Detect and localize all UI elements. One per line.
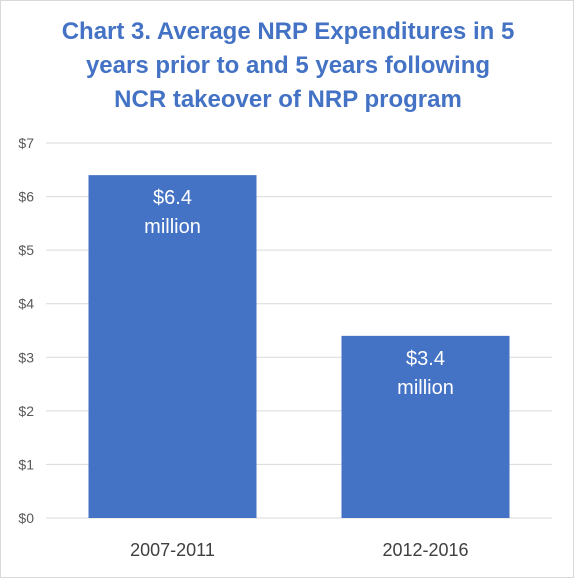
bar [88,175,257,518]
y-tick-label: $5 [18,242,34,258]
data-label-value: $6.4 [153,187,192,209]
chart-title: Chart 3. Average NRP Expenditures in 5 y… [61,18,515,113]
y-tick-label: $2 [18,403,34,419]
data-label-unit: million [397,377,454,399]
y-tick-label: $7 [18,135,34,151]
x-category-label: 2007-2011 [130,540,215,560]
x-axis-categories: 2007-2011 2012-2016 [130,540,468,560]
y-tick-label: $1 [18,456,34,472]
y-axis-ticks: $0 $1 $2 $3 $4 $5 $6 $7 [18,135,34,526]
y-tick-label: $0 [18,510,34,526]
data-labels: $6.4 million $3.4 million [144,187,454,399]
bars [88,175,510,518]
bar [341,335,510,518]
y-tick-label: $3 [18,349,34,365]
x-category-label: 2012-2016 [382,540,468,560]
data-label-value: $3.4 [406,348,445,370]
y-tick-label: $4 [18,296,34,312]
y-tick-label: $6 [18,189,34,205]
data-label-unit: million [144,216,201,238]
